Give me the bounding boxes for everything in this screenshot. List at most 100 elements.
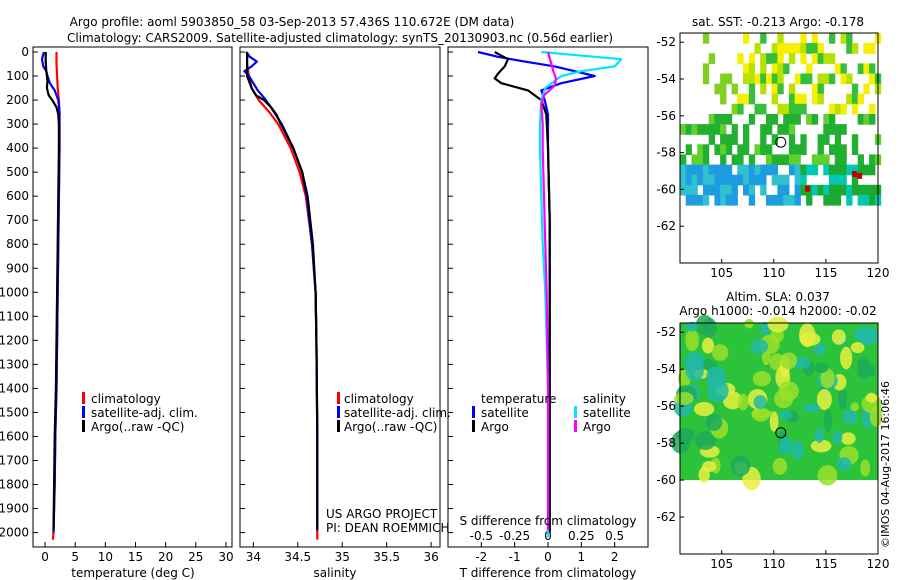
sla-map-title-2: Argo h1000: -0.014 h2000: -0.02 [679, 304, 876, 318]
sla-anomaly-patch [814, 428, 824, 443]
sst-cell [834, 124, 842, 135]
sst-cell [829, 53, 836, 64]
sst-cell [846, 93, 853, 105]
legend-swatch-climatology [82, 392, 85, 404]
map-y-tick-label: -54 [656, 362, 676, 376]
sst-cell [720, 124, 727, 135]
sst-cell [766, 154, 773, 166]
sst-cell [743, 73, 750, 85]
legend-label-satellite: satellite-adj. clim. [344, 406, 451, 420]
temperature-plot-frame [32, 46, 233, 548]
sst-cell [834, 174, 842, 186]
sst-cell [748, 93, 756, 105]
sst-cell [817, 154, 824, 166]
sst-cell [800, 43, 807, 54]
sst-cell [817, 184, 824, 196]
sst-cell [829, 33, 836, 44]
sst-cell [714, 174, 721, 186]
difference-panel: -2 -1 0 1 2-0.5 -0.25 0 0.25 0.5 S difference fr… [447, 46, 649, 580]
sla-anomaly-patch [705, 413, 723, 431]
sst-cell [720, 93, 727, 105]
sst-cell [725, 134, 733, 145]
sst-cell [714, 124, 721, 135]
sst-cell [714, 194, 721, 206]
sst-cell [691, 174, 698, 186]
sst-cell [685, 174, 692, 186]
sst-cell [697, 194, 704, 206]
sst-cell [806, 43, 813, 54]
legend-label-t-satellite: satellite [481, 406, 529, 420]
sst-cell [794, 174, 801, 186]
sst-cell [714, 184, 721, 196]
sla-anomaly-patch [869, 406, 883, 427]
sst-cell [788, 134, 796, 145]
legend-swatch-satellite [82, 406, 85, 418]
sst-cell [760, 174, 767, 186]
imos-watermark: ©IMOS 04-Aug-2017 16:06:46 [879, 381, 892, 548]
sst-cell [817, 43, 824, 54]
sst-cell [840, 124, 847, 135]
legend-swatch-argo [82, 420, 85, 432]
sla-anomaly-patch [774, 389, 794, 409]
sst-cell [829, 114, 836, 125]
sst-cell [857, 184, 864, 196]
sst-cell [783, 174, 790, 186]
sst-cell [691, 154, 698, 166]
legend-swatch-t-argo [472, 420, 475, 432]
sst-cell [811, 164, 819, 176]
sst-cell [783, 184, 790, 196]
s-tick-label: -0.5 [470, 529, 493, 543]
map-x-tick-label: 120 [867, 266, 890, 280]
x-tick-label: 35.5 [373, 550, 400, 564]
sst-cell [811, 184, 819, 196]
sst-cell [691, 124, 698, 135]
sst-cell [800, 103, 807, 115]
depth-tick-label: 1200 [0, 333, 29, 347]
sla-map-title-1: Altim. SLA: 0.037 [726, 290, 830, 304]
sst-cell [737, 174, 744, 186]
sst-cell [794, 114, 801, 125]
sla-anomaly-patch [685, 329, 699, 352]
t-difference-xlabel: T difference from climatology [459, 566, 637, 580]
legend-label-t-argo: Argo [481, 420, 509, 434]
sst-cell [760, 63, 767, 75]
sst-cell [702, 73, 710, 85]
sla-anomaly-patch [780, 352, 798, 370]
map-x-tick-label: 110 [762, 266, 785, 280]
sla-anomaly-patch [817, 465, 838, 486]
map-y-tick-label: -60 [656, 182, 676, 196]
sst-cell [829, 103, 836, 115]
sst-cell [680, 174, 687, 186]
sst-cell [760, 53, 767, 64]
sla-anomaly-patch [816, 389, 832, 410]
sst-cell [771, 93, 778, 105]
sst-cell [846, 164, 853, 176]
sla-anomaly-patch [750, 339, 769, 354]
sst-cell [748, 194, 756, 206]
sst-cell [846, 43, 853, 54]
sst-cell [720, 83, 727, 95]
sst-cell [743, 164, 750, 176]
sst-cell [777, 73, 784, 85]
sst-cell [840, 184, 847, 196]
series-line-argo-raw-qc- [246, 52, 319, 531]
sst-cell [829, 174, 836, 186]
sst-cell [766, 114, 773, 125]
sst-cell [823, 184, 830, 196]
x-tick-label: 25 [188, 550, 203, 564]
depth-tick-label: 100 [6, 69, 29, 83]
sst-cell [691, 164, 698, 176]
sla-anomaly-patch [820, 368, 835, 389]
sst-cell [748, 184, 756, 196]
legend-heading-salinity: salinity [583, 392, 626, 406]
sst-cell [829, 184, 836, 196]
sst-cell [806, 194, 813, 206]
sst-cell [783, 154, 790, 166]
sla-anomaly-patch [730, 455, 751, 477]
sst-cell [714, 83, 721, 95]
sst-cell [834, 144, 842, 155]
sla-anomaly-patch [711, 344, 729, 361]
sst-cell [737, 144, 744, 155]
sst-cell [743, 93, 750, 105]
sst-cell [806, 63, 813, 75]
